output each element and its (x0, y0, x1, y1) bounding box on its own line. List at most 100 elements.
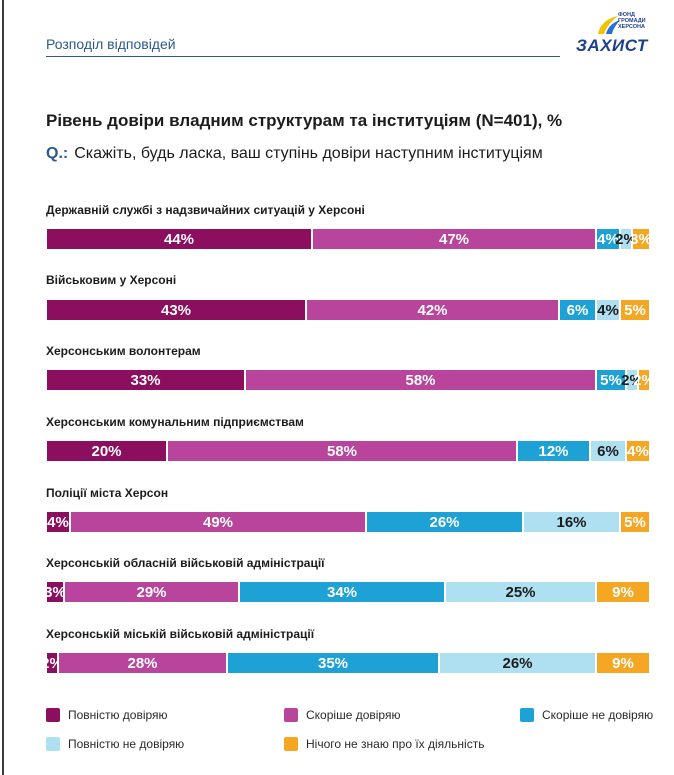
bar-segment: 6% (590, 440, 626, 462)
category-label: Державній службі з надзвичайних ситуацій… (46, 203, 365, 217)
data-label: 4% (597, 301, 619, 319)
bar-segment: 42% (306, 299, 559, 321)
legend-swatch (284, 737, 298, 751)
data-label: 4% (627, 442, 649, 460)
data-label: 5% (600, 371, 622, 389)
data-label: 33% (130, 371, 161, 389)
legend-item: Повністю не довіряю (46, 737, 184, 751)
data-label: 42% (417, 301, 448, 319)
legend-item: Повністю довіряю (46, 708, 168, 722)
bar-segment: 9% (596, 581, 650, 603)
logo: ФОНД ГРОМАДИ ХЕРСОНА ЗАХИСТ (576, 12, 660, 62)
logo-subtitle: ФОНД ГРОМАДИ ХЕРСОНА (618, 12, 646, 30)
bar-segment: 58% (167, 440, 517, 462)
bar-segment: 29% (64, 581, 239, 603)
data-label: 5% (624, 301, 646, 319)
bar-segment: 43% (46, 299, 306, 321)
data-label: 34% (326, 583, 358, 601)
data-label: 44% (163, 230, 195, 248)
bar-segment: 49% (70, 511, 366, 533)
category-label: Військовим у Херсоні (46, 273, 177, 287)
bar-segment: 3% (630, 228, 652, 250)
bar-segment: 58% (245, 369, 596, 391)
bar-segment: 2% (41, 652, 63, 674)
logo-flag-icon (598, 16, 620, 34)
bar-segment: 5% (620, 299, 650, 321)
legend-swatch (46, 737, 60, 751)
category-label: Херсонським волонтерам (46, 344, 201, 358)
category-label: Херсонській обласній військовій адмініст… (46, 556, 325, 570)
data-label: 2% (41, 654, 63, 672)
category-label: Херсонським комунальним підприємствам (46, 415, 304, 429)
data-label: 9% (612, 654, 634, 672)
data-label: 12% (538, 442, 569, 460)
data-label: 20% (91, 442, 122, 460)
legend-swatch (46, 708, 60, 722)
bar-row: 43% 42% 6% 4% 5% (46, 299, 650, 321)
bar-segment: 35% (227, 652, 439, 674)
question-prefix: Q.: (46, 145, 69, 162)
bar-segment: 47% (312, 228, 596, 250)
data-label: 29% (136, 583, 167, 601)
bar-segment: 26% (366, 511, 523, 533)
question: Q.: Скажіть, будь ласка, ваш ступінь дові… (46, 145, 543, 163)
bar-segment: 6% (559, 299, 596, 321)
bar-row: 20% 58% 12% 6% 4% (46, 440, 650, 462)
bar-segment: 12% (517, 440, 590, 462)
bar-segment: 2% (621, 369, 643, 391)
bar-row: 2% 28% 35% 26% 9% (41, 652, 650, 674)
data-label: 2% (633, 371, 655, 389)
bar-segment: 5% (596, 369, 626, 391)
data-label: 26% (502, 654, 533, 672)
bar-segment: 20% (46, 440, 167, 462)
legend-label: Повністю не довіряю (68, 737, 185, 751)
legend-label: Нічого не знаю про їх діяльність (306, 737, 485, 751)
bar-segment: 34% (239, 581, 445, 603)
bar-segment: 26% (439, 652, 596, 674)
bar-segment: 28% (58, 652, 227, 674)
bar-segment: 4% (46, 511, 70, 533)
data-label: 3% (44, 583, 66, 601)
bar-segment: 5% (620, 511, 650, 533)
data-label: 28% (127, 654, 158, 672)
legend-label: Скоріше довіряю (306, 708, 401, 722)
bar-segment: 2% (633, 369, 655, 391)
bar-segment: 4% (596, 299, 620, 321)
bar-segment: 25% (445, 581, 596, 603)
bar-segment: 3% (44, 581, 66, 603)
chart-title: Рівень довіри владним структурам та інст… (46, 111, 563, 130)
data-label: 58% (326, 442, 358, 460)
bar-segment: 2% (615, 228, 637, 250)
bar-segment: 4% (596, 228, 620, 250)
legend-swatch (520, 708, 534, 722)
category-label: Херсонській міській військовій адміністр… (46, 627, 315, 641)
data-label: 26% (429, 513, 460, 531)
data-label: 2% (621, 371, 643, 389)
bar-segment: 9% (596, 652, 650, 674)
data-label: 3% (630, 230, 652, 248)
legend-swatch (284, 708, 298, 722)
data-label: 9% (612, 583, 634, 601)
bar-row: 3% 29% 34% 25% 9% (44, 581, 650, 603)
bar-row: 33% 58% 5% 2% 2% (46, 369, 655, 391)
bar-segment: 33% (46, 369, 245, 391)
data-label: 49% (202, 513, 234, 531)
legend-item: Скоріше не довіряю (520, 708, 653, 722)
bar-row: 44% 47% 4% 2% 3% (46, 228, 652, 250)
data-label: 16% (556, 513, 587, 531)
data-label: 2% (615, 230, 637, 248)
category-label: Поліції міста Херсон (46, 486, 169, 500)
bar-row: 4% 49% 26% 16% 5% (46, 511, 650, 533)
data-label: 47% (438, 230, 470, 248)
legend-label: Повністю довіряю (68, 708, 168, 722)
data-label: 4% (47, 513, 69, 531)
left-border (2, 0, 4, 775)
data-label: 4% (597, 230, 619, 248)
logo-wordmark: ЗАХИСТ (576, 36, 648, 55)
question-text: Скажіть, будь ласка, ваш ступінь довіри … (74, 145, 543, 162)
data-label: 58% (405, 371, 436, 389)
data-label: 6% (566, 301, 589, 319)
data-label: 5% (624, 513, 646, 531)
legend-label: Скоріше не довіряю (542, 708, 654, 722)
bar-segment: 44% (46, 228, 312, 250)
